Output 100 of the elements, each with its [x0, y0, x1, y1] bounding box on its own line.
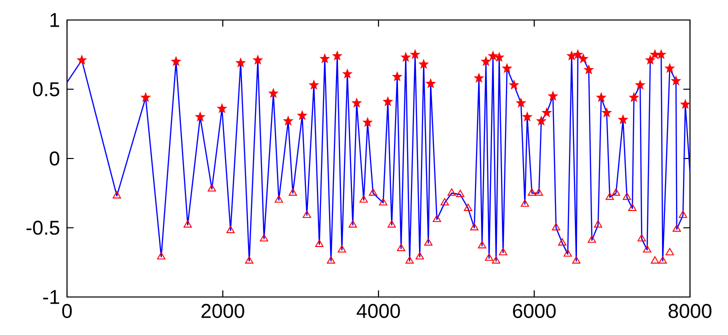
point	[448, 188, 456, 196]
point	[470, 223, 478, 230]
point	[602, 108, 612, 117]
point	[650, 50, 660, 59]
point	[274, 195, 283, 203]
point	[338, 245, 346, 252]
point	[484, 253, 494, 261]
point	[253, 55, 262, 64]
point	[352, 98, 362, 108]
point	[558, 238, 566, 246]
point	[646, 55, 655, 64]
point	[528, 188, 536, 196]
point	[302, 210, 312, 218]
point	[245, 256, 254, 264]
point	[172, 56, 181, 66]
point	[416, 252, 424, 260]
point	[672, 224, 681, 232]
point	[606, 192, 614, 200]
point	[268, 88, 278, 98]
point	[572, 256, 580, 264]
point	[658, 256, 667, 264]
point	[629, 92, 638, 102]
point	[656, 50, 666, 59]
x-tick-label: 8000	[668, 304, 712, 318]
y-tick-label: 0	[50, 151, 60, 166]
point	[419, 60, 428, 68]
point	[542, 108, 552, 117]
point	[509, 80, 519, 90]
x-tick-label: 0	[62, 304, 72, 318]
point	[141, 92, 150, 102]
point	[184, 220, 192, 228]
point	[516, 98, 526, 108]
x-tick-label: 2000	[202, 304, 244, 318]
point	[573, 50, 582, 59]
point	[567, 51, 576, 60]
point	[578, 54, 588, 63]
point	[464, 204, 472, 211]
point	[298, 110, 307, 120]
point	[363, 118, 372, 126]
point	[432, 214, 442, 222]
point	[494, 52, 504, 62]
point	[636, 80, 645, 90]
point	[309, 80, 318, 90]
point	[260, 234, 268, 242]
point	[534, 188, 544, 196]
point	[596, 92, 606, 102]
point	[112, 191, 122, 198]
point	[642, 245, 652, 252]
point	[678, 210, 688, 218]
x-tick-label: 6000	[513, 304, 556, 318]
x-tick-label: 4000	[356, 304, 400, 318]
point	[396, 244, 406, 252]
point	[478, 241, 486, 248]
point	[77, 55, 86, 64]
point	[612, 188, 620, 196]
point	[326, 256, 336, 264]
point	[368, 188, 378, 196]
point	[348, 220, 357, 228]
point	[481, 56, 490, 66]
point	[157, 252, 166, 260]
point	[665, 64, 674, 72]
point	[320, 54, 330, 63]
point	[522, 112, 532, 121]
point	[628, 204, 637, 211]
point	[622, 192, 632, 200]
y-tick-label: 0.5	[33, 82, 60, 96]
point	[488, 51, 498, 60]
point	[671, 76, 681, 85]
point	[618, 114, 628, 124]
point	[360, 195, 368, 203]
point	[288, 188, 298, 196]
point	[638, 234, 646, 242]
point	[379, 198, 388, 206]
point	[584, 65, 594, 74]
point	[588, 235, 596, 243]
y-tick-label: -0.5	[26, 220, 60, 235]
point	[536, 116, 546, 126]
point	[424, 238, 433, 246]
point	[552, 223, 560, 230]
point	[650, 256, 660, 264]
point	[666, 248, 674, 256]
point	[405, 256, 414, 264]
point	[426, 78, 436, 88]
point	[564, 249, 572, 257]
y-tick-label: -1	[43, 290, 60, 304]
point	[401, 52, 410, 62]
point	[456, 190, 464, 198]
point	[440, 198, 449, 206]
point	[492, 256, 500, 264]
point	[332, 51, 342, 60]
point	[342, 69, 352, 78]
point	[474, 73, 484, 82]
point	[196, 112, 205, 121]
point	[226, 226, 235, 234]
point	[410, 50, 420, 59]
point	[680, 100, 690, 108]
point	[498, 248, 508, 256]
point	[217, 104, 227, 113]
point	[520, 199, 530, 207]
point	[284, 116, 293, 126]
